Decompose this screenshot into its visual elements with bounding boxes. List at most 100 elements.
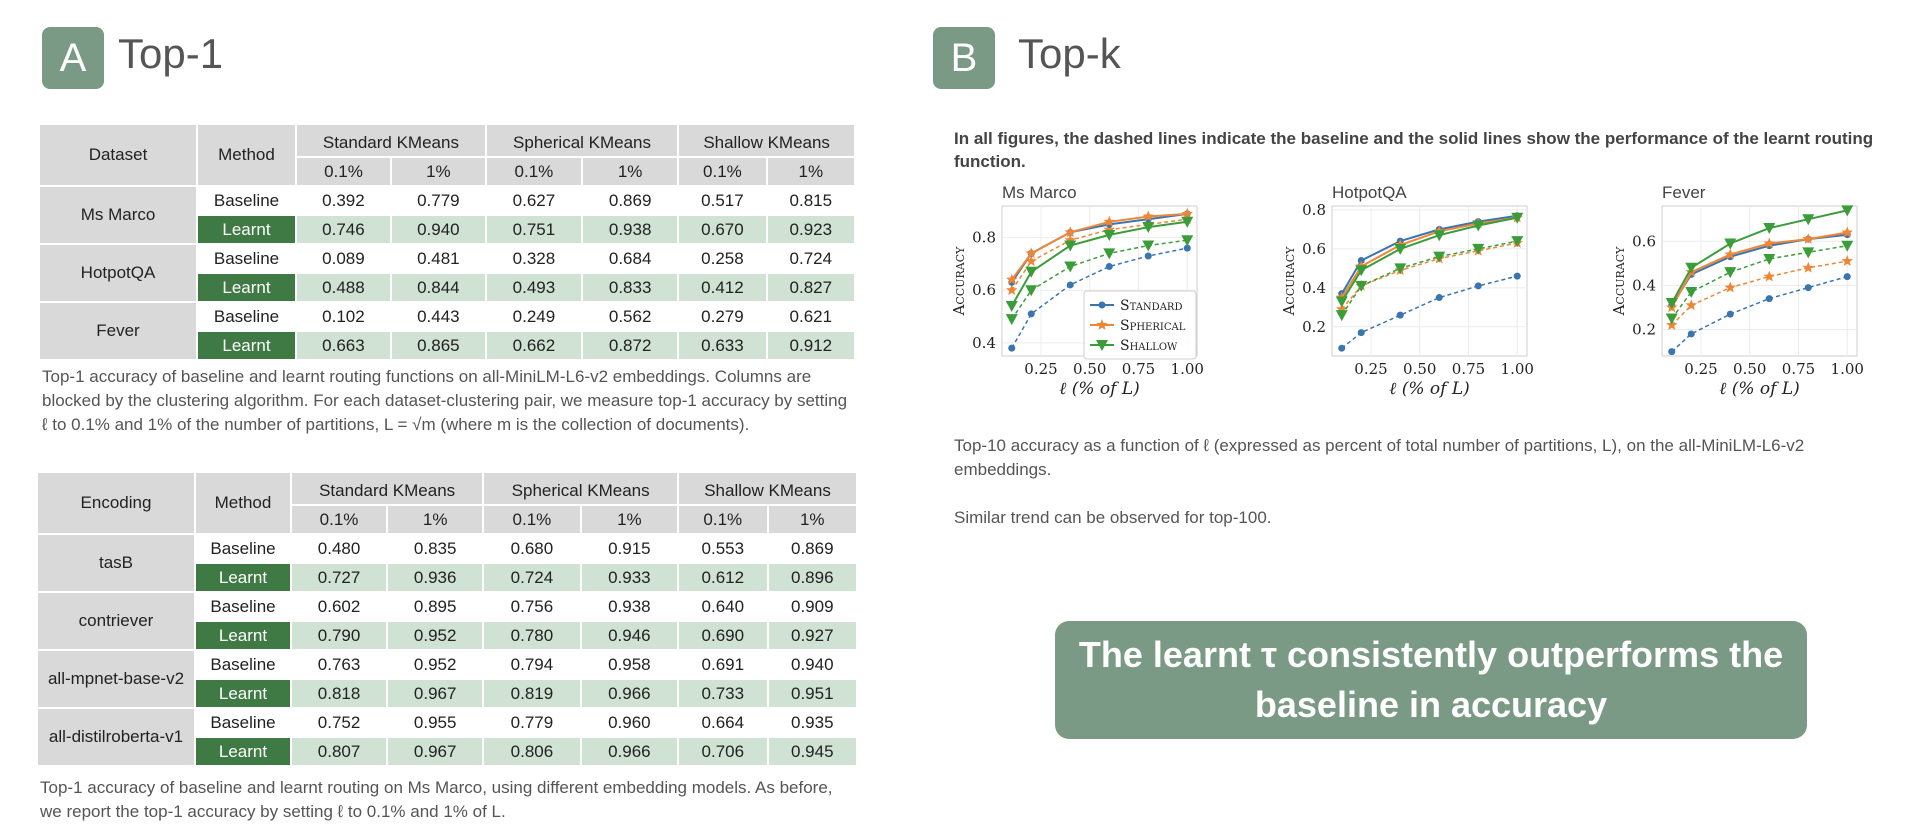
data-point: [1724, 238, 1737, 250]
data-point: [1433, 251, 1446, 263]
subheader: 0.1%: [292, 506, 387, 533]
value-cell: 0.952: [413, 654, 457, 674]
series-standard-dashed: [1668, 273, 1851, 356]
encoding-header: Encoding: [38, 473, 194, 533]
data-point: [1355, 280, 1368, 292]
series-standard-dashed: [1338, 272, 1521, 352]
data-point: [1665, 313, 1678, 325]
data-point: [1841, 226, 1853, 238]
data-point: [1142, 210, 1154, 222]
data-point: [1763, 270, 1775, 282]
dataset-learnt-row: Learnt 0.746 0.940 0.751 0.938 0.670 0.923: [40, 216, 854, 243]
value-cell: 0.952: [388, 622, 483, 649]
dataset-name-cell: Ms Marco: [40, 187, 196, 243]
shallow-kmeans-header: Shallow KMeans: [679, 473, 856, 504]
encoding-learnt-row: Learnt 0.818 0.967 0.819 0.966 0.733 0.951: [38, 680, 856, 707]
value-cell: 0.951: [768, 680, 856, 707]
x-tick-label: 1.00: [1171, 360, 1204, 378]
dataset-results-table: Dataset Method Standard KMeans Spherical…: [38, 123, 856, 361]
legend-marker: [1096, 340, 1108, 351]
value-cell: 0.488: [297, 274, 390, 301]
encoding-baseline-row: tasB Baseline 0.480 0.835 0.680 0.915 0.553 0.8…: [38, 535, 856, 591]
standard-kmeans-header: Standard KMeans: [297, 125, 485, 156]
series-spherical-solid: [1006, 207, 1193, 285]
value-cell: 0.872: [583, 332, 678, 359]
data-point: [1668, 348, 1676, 356]
method-header: Method: [198, 125, 295, 185]
value-cell: 0.249: [512, 306, 556, 326]
chart-title: Ms Marco: [1002, 183, 1077, 202]
data-point: [1666, 319, 1678, 330]
value-cell: 0.967: [388, 738, 483, 765]
data-point: [1006, 284, 1018, 296]
data-point: [1181, 216, 1194, 228]
method-baseline-cell: Baseline: [198, 303, 295, 330]
data-point: [1066, 281, 1074, 289]
value-cell: 0.640: [701, 596, 745, 616]
y-tick-label: 0.8: [1302, 201, 1326, 219]
data-point: [1513, 272, 1521, 280]
value-cell: 0.481: [417, 248, 460, 268]
value-cell: 0.966: [581, 738, 678, 765]
value-cell: 0.664: [701, 712, 745, 732]
value-cell: 0.779: [417, 190, 460, 210]
data-point: [1355, 265, 1368, 277]
subheader: 0.1%: [484, 506, 580, 533]
series-spherical-dashed: [1666, 255, 1853, 330]
value-cell: 0.553: [701, 538, 745, 558]
y-axis-label: Accuracy: [1280, 246, 1298, 317]
value-cell: 0.562: [608, 306, 652, 326]
value-cell: 0.869: [790, 538, 834, 558]
data-point: [1335, 296, 1348, 308]
spherical-kmeans-header: Spherical KMeans: [484, 473, 678, 504]
value-cell: 0.945: [768, 738, 856, 765]
conclusion-line-1: The learnt τ consistently outperforms th…: [1078, 634, 1784, 675]
panel-b-title: Top-k: [1018, 30, 1121, 77]
value-cell: 0.933: [581, 564, 678, 591]
data-point: [1433, 230, 1446, 242]
encoding-name-cell: tasB: [38, 535, 194, 591]
method-baseline-cell: Baseline: [198, 187, 295, 214]
data-point: [1511, 212, 1524, 224]
data-point: [1685, 287, 1698, 299]
value-cell: 0.612: [679, 564, 767, 591]
y-tick-label: 0.6: [972, 281, 996, 299]
data-point: [1336, 303, 1348, 315]
data-point: [1802, 214, 1815, 226]
series-line: [1670, 209, 1848, 304]
value-cell: 0.684: [608, 248, 652, 268]
figure-caption-extra: Similar trend can be observed for top-10…: [954, 508, 1272, 527]
value-cell: 0.621: [789, 306, 833, 326]
data-point: [1394, 263, 1407, 275]
value-cell: 0.909: [790, 596, 834, 616]
value-cell: 0.493: [486, 274, 582, 301]
data-point: [1802, 261, 1814, 273]
encoding-learnt-row: Learnt 0.790 0.952 0.780 0.946 0.690 0.927: [38, 622, 856, 649]
x-tick-label: 0.50: [1073, 360, 1106, 378]
data-point: [1474, 282, 1482, 290]
value-cell: 0.733: [679, 680, 767, 707]
conclusion-callout: The learnt τ consistently outperforms th…: [1055, 621, 1807, 739]
value-cell: 0.794: [510, 654, 554, 674]
data-point: [1142, 240, 1155, 252]
data-point: [1802, 247, 1815, 259]
value-cell: 0.328: [512, 248, 556, 268]
dataset-name-cell: Fever: [40, 303, 196, 359]
value-cell: 0.752: [317, 712, 361, 732]
value-cell: 0.966: [581, 680, 678, 707]
value-cell: 0.779: [510, 712, 554, 732]
value-cell: 0.938: [608, 596, 651, 616]
panel-b-badge: B: [933, 27, 995, 89]
y-tick-label: 0.8: [972, 229, 996, 247]
dataset-baseline-row: Ms Marco Baseline 0.392 0.779 0.627 0.869 0.51…: [40, 187, 854, 243]
value-cell: 0.089: [322, 248, 365, 268]
value-cell: 0.960: [608, 712, 651, 732]
y-tick-label: 0.6: [1302, 240, 1326, 258]
y-axis-label: Accuracy: [950, 246, 968, 317]
data-point: [1103, 248, 1116, 260]
series-line: [1340, 216, 1518, 303]
value-cell: 0.946: [581, 622, 678, 649]
y-tick-label: 0.4: [1632, 276, 1656, 294]
value-cell: 0.833: [583, 274, 678, 301]
data-point: [1685, 299, 1697, 311]
